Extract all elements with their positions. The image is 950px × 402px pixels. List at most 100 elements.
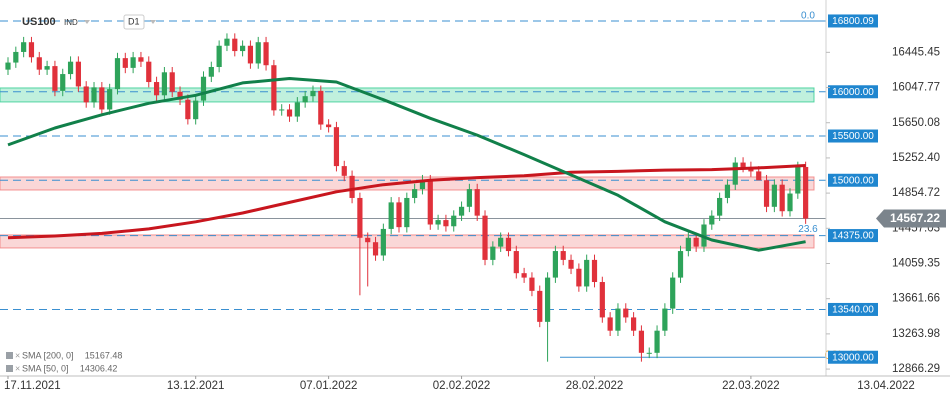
candle-body: [232, 38, 238, 52]
timeframe-box[interactable]: [123, 14, 145, 30]
y-tick-label: 14854.72: [892, 187, 940, 199]
candle-body: [404, 197, 410, 228]
candle-body: [193, 100, 199, 120]
candle-body: [91, 87, 97, 103]
instrument-type: IND: [64, 18, 78, 27]
candle-body: [52, 66, 58, 91]
candle-body: [177, 91, 183, 100]
level-label: 16000.00: [832, 87, 874, 98]
candle-body: [365, 237, 371, 243]
candle-body: [568, 259, 574, 269]
candle-body: [654, 330, 660, 353]
level-label: 15000.00: [832, 175, 874, 186]
candle-body: [396, 202, 402, 228]
level-label: 16800.09: [832, 16, 874, 27]
timeframe[interactable]: D1: [128, 16, 140, 26]
candle-body: [271, 65, 277, 111]
fib-label: 23.6: [798, 224, 818, 235]
sma-line: [7, 77, 806, 252]
zone: [0, 234, 815, 249]
candle-body: [372, 242, 379, 256]
candle-body: [318, 90, 324, 125]
plot: [5, 33, 809, 362]
legend-x: ×: [15, 363, 20, 373]
candle-body: [756, 171, 762, 181]
legend-name: SMA [50, 0]: [22, 363, 69, 373]
y-tick-label: 16445.45: [892, 46, 940, 58]
candle-body: [458, 206, 465, 216]
candle-body: [771, 184, 777, 207]
symbol[interactable]: US100: [22, 16, 56, 28]
legend-name: SMA [200, 0]: [22, 350, 74, 360]
candle-body: [146, 61, 152, 83]
candle-body: [388, 202, 394, 229]
legend-icon: [6, 352, 13, 359]
candle-body: [138, 57, 144, 62]
level-label-box: [828, 14, 878, 28]
candle-body: [60, 74, 66, 91]
candle-body: [490, 246, 496, 260]
level-label: 15500.00: [832, 131, 874, 142]
legend-icon: [6, 365, 13, 372]
candle-body: [677, 251, 684, 278]
candle-body: [576, 268, 582, 287]
candle-body: [208, 66, 214, 77]
candle-body: [240, 45, 246, 52]
candle-body: [122, 58, 128, 68]
candle-body: [185, 99, 191, 120]
candle-body: [607, 317, 613, 331]
candle-body: [646, 352, 652, 354]
candle-body: [560, 251, 566, 260]
candle-body: [107, 89, 113, 110]
candle-body: [153, 82, 160, 96]
sma-line: [7, 164, 806, 240]
candle-body: [44, 66, 50, 70]
level-label-box: [828, 85, 878, 99]
level-label-box: [828, 173, 878, 187]
candle-body: [521, 273, 527, 278]
y-tick-label: 16047.77: [892, 82, 940, 94]
candle-body: [505, 237, 512, 252]
candle-body: [130, 57, 136, 68]
candle-body: [662, 308, 668, 331]
candle-body: [161, 72, 167, 96]
candle-body: [544, 277, 551, 322]
candle-body: [717, 197, 723, 216]
candle-body: [795, 166, 801, 194]
x-tick-label: 07.01.2022: [300, 380, 358, 392]
candle-body: [224, 38, 230, 46]
candle-body: [513, 251, 519, 274]
candle-body: [482, 215, 488, 260]
candle-body: [803, 166, 809, 219]
candle-body: [380, 228, 386, 256]
candle-body: [670, 277, 676, 309]
candle-body: [552, 251, 558, 278]
candle-body: [216, 45, 222, 67]
candle-body: [779, 184, 785, 212]
candle-body: [114, 58, 121, 90]
legend-value: 15167.48: [85, 350, 123, 360]
candle-body: [255, 42, 261, 64]
y-tick-label: 13263.98: [892, 328, 940, 340]
candle-body: [787, 193, 793, 212]
candle-body: [443, 220, 449, 227]
candle-body: [200, 76, 207, 101]
current-price-badge: [876, 209, 946, 228]
candle-body: [36, 57, 42, 70]
candle-body: [28, 42, 35, 58]
candle-body: [13, 51, 19, 63]
level-label-box: [828, 229, 878, 243]
level-label-box: [828, 302, 878, 316]
candle-body: [623, 308, 629, 318]
candle-body: [732, 162, 738, 185]
candle-body: [724, 184, 731, 198]
candle-body: [169, 72, 175, 92]
candle-body: [83, 86, 89, 103]
candle-body: [419, 180, 426, 190]
candle-body: [5, 62, 11, 70]
candle-body: [763, 180, 770, 207]
candle-body: [279, 109, 285, 111]
dropdown-icon[interactable]: [84, 20, 90, 24]
dropdown-icon[interactable]: [150, 20, 156, 24]
